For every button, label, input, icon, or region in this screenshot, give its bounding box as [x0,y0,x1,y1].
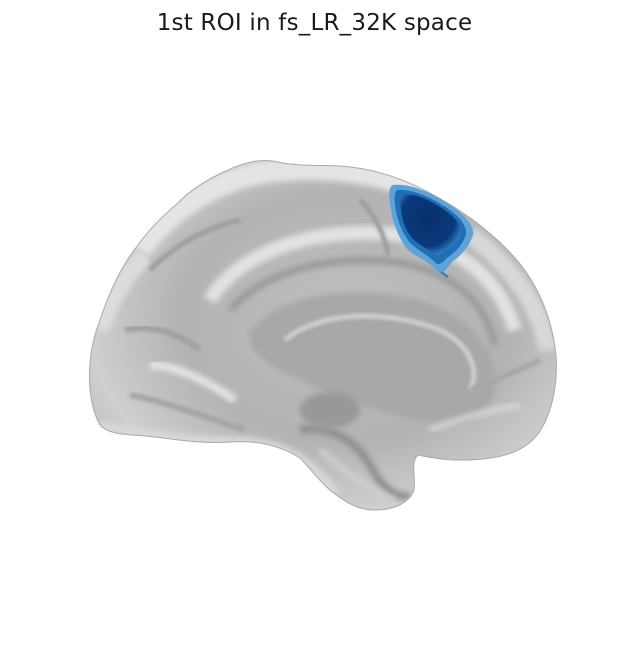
cortical-surface [89,159,557,511]
roi-region [389,184,474,278]
figure-title: 1st ROI in fs_LR_32K space [156,10,473,36]
